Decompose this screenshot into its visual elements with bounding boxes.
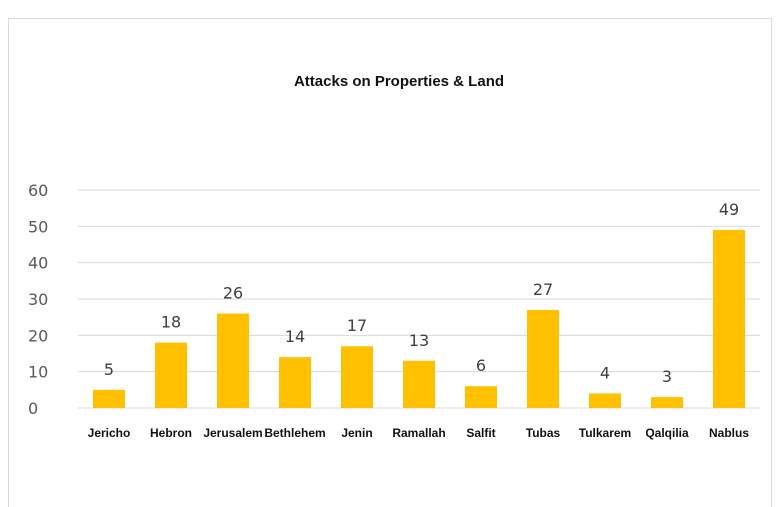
data-label: 5: [104, 360, 114, 379]
y-tick-label: 10: [28, 363, 48, 382]
y-axis-ticks: 0 10 20 30 40 50 60: [28, 181, 48, 418]
bar: [589, 393, 621, 408]
x-tick-label: Ramallah: [392, 426, 445, 440]
y-tick-label: 60: [28, 181, 48, 200]
chart-frame: [8, 18, 772, 507]
x-tick-label: Jenin: [341, 426, 372, 440]
x-tick-label: Jericho: [88, 426, 131, 440]
bars: [93, 229, 745, 408]
bar: [527, 309, 559, 408]
x-tick-label: Salfit: [466, 426, 495, 440]
data-label: 18: [161, 313, 181, 332]
bar: [155, 342, 187, 408]
data-label: 3: [662, 367, 672, 386]
data-label: 17: [347, 316, 367, 335]
data-label: 49: [719, 200, 739, 219]
x-tick-label: Tulkarem: [579, 426, 631, 440]
data-label: 26: [223, 284, 243, 303]
bar: [713, 229, 745, 408]
x-axis-ticks: Jericho Hebron Jerusalem Bethlehem Jenin Rama…: [88, 426, 750, 440]
x-tick-label: Tubas: [526, 426, 561, 440]
x-tick-label: Hebron: [150, 426, 192, 440]
data-labels: 5 18 26 14 17 13 6 27 4 3 49: [104, 200, 739, 386]
data-label: 27: [533, 280, 553, 299]
y-tick-label: 30: [28, 290, 48, 309]
x-tick-label: Nablus: [709, 426, 749, 440]
bar: [279, 357, 311, 408]
chart-title: Attacks on Properties & Land: [294, 73, 504, 90]
y-tick-label: 50: [28, 217, 48, 236]
y-tick-label: 0: [28, 399, 38, 418]
bar: [341, 346, 373, 408]
data-label: 4: [600, 363, 610, 382]
data-label: 6: [476, 356, 486, 375]
x-tick-label: Bethlehem: [264, 426, 325, 440]
x-tick-label: Jerusalem: [203, 426, 262, 440]
data-label: 14: [285, 327, 305, 346]
y-tick-label: 40: [28, 254, 48, 273]
bar: [93, 389, 125, 408]
data-label: 13: [409, 331, 429, 350]
bar: [651, 397, 683, 408]
bar: [217, 313, 249, 408]
y-tick-label: 20: [28, 326, 48, 345]
x-tick-label: Qalqilia: [645, 426, 689, 440]
bar: [403, 360, 435, 408]
bar: [465, 386, 497, 408]
